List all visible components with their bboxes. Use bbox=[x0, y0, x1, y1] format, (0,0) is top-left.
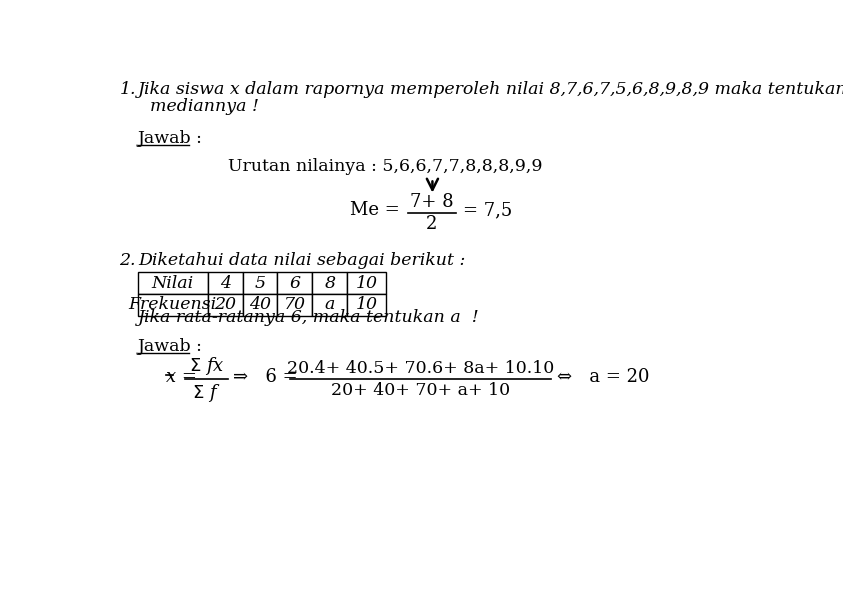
Text: 10: 10 bbox=[356, 275, 378, 292]
Text: 8: 8 bbox=[325, 275, 336, 292]
Bar bbox=[243, 273, 277, 294]
Bar bbox=[207, 273, 243, 294]
Bar bbox=[347, 294, 386, 315]
Text: ⇒   6 =: ⇒ 6 = bbox=[234, 368, 298, 386]
Text: $\Sigma$ fx: $\Sigma$ fx bbox=[189, 355, 224, 377]
Text: 4: 4 bbox=[220, 275, 231, 292]
Bar bbox=[277, 294, 312, 315]
Text: 20.4+ 40.5+ 70.6+ 8a+ 10.10: 20.4+ 40.5+ 70.6+ 8a+ 10.10 bbox=[287, 360, 554, 377]
Text: 20+ 40+ 70+ a+ 10: 20+ 40+ 70+ a+ 10 bbox=[330, 382, 510, 399]
Text: 20: 20 bbox=[214, 296, 236, 313]
Text: x =: x = bbox=[166, 368, 196, 386]
Bar bbox=[312, 294, 347, 315]
Bar bbox=[277, 273, 312, 294]
Bar bbox=[138, 294, 207, 315]
Bar bbox=[312, 273, 347, 294]
Bar bbox=[207, 294, 243, 315]
Bar bbox=[138, 273, 207, 294]
Text: 1.: 1. bbox=[120, 81, 136, 98]
Text: 10: 10 bbox=[356, 296, 378, 313]
Text: Nilai: Nilai bbox=[152, 275, 194, 292]
Text: Frekuensi: Frekuensi bbox=[129, 296, 217, 313]
Text: mediannya !: mediannya ! bbox=[150, 98, 260, 115]
Text: a: a bbox=[325, 296, 335, 313]
Text: Jika siswa x dalam rapornya memperoleh nilai 8,7,6,7,5,6,8,9,8,9 maka tentukan: Jika siswa x dalam rapornya memperoleh n… bbox=[138, 81, 843, 98]
Text: 5: 5 bbox=[255, 275, 266, 292]
Bar bbox=[347, 273, 386, 294]
Text: Jawab :: Jawab : bbox=[138, 130, 203, 147]
Text: 40: 40 bbox=[249, 296, 271, 313]
Text: $\Sigma$ f: $\Sigma$ f bbox=[192, 382, 221, 404]
Text: Jawab :: Jawab : bbox=[138, 338, 203, 355]
Text: 6: 6 bbox=[289, 275, 300, 292]
Bar bbox=[243, 294, 277, 315]
Text: ⇔   a = 20: ⇔ a = 20 bbox=[557, 368, 650, 386]
Text: 7+ 8: 7+ 8 bbox=[410, 193, 454, 211]
Text: Me =: Me = bbox=[350, 202, 400, 220]
Text: 70: 70 bbox=[284, 296, 306, 313]
Text: 2.: 2. bbox=[120, 252, 136, 268]
Text: 2: 2 bbox=[426, 216, 438, 234]
Text: Urutan nilainya : 5,6,6,7,7,8,8,8,9,9: Urutan nilainya : 5,6,6,7,7,8,8,8,9,9 bbox=[228, 158, 542, 175]
Text: = 7,5: = 7,5 bbox=[464, 202, 513, 220]
Text: Diketahui data nilai sebagai berikut :: Diketahui data nilai sebagai berikut : bbox=[138, 252, 465, 268]
Text: Jika rata-ratanya 6, maka tentukan a  !: Jika rata-ratanya 6, maka tentukan a ! bbox=[138, 309, 480, 326]
